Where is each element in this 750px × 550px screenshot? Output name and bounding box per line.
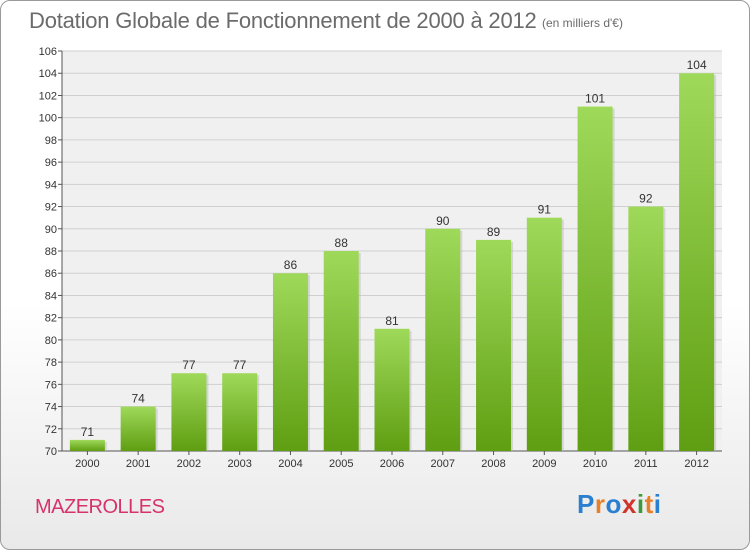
x-tick-label: 2002 <box>177 458 201 470</box>
data-label: 90 <box>436 214 450 228</box>
data-label: 77 <box>233 358 247 372</box>
bar <box>171 373 207 451</box>
x-tick-label: 2001 <box>126 458 150 470</box>
y-tick-label: 72 <box>45 424 57 436</box>
x-tick-label: 2011 <box>634 458 658 470</box>
y-tick-label: 76 <box>45 379 57 391</box>
data-label: 104 <box>687 58 707 72</box>
y-tick-label: 82 <box>45 313 57 325</box>
x-tick-label: 2009 <box>532 458 556 470</box>
y-tick-label: 86 <box>45 268 57 280</box>
proxiti-logo: Proxiti <box>577 489 661 520</box>
data-label: 92 <box>639 192 653 206</box>
chart-subtitle: (en milliers d'€) <box>542 16 623 30</box>
x-tick-label: 2007 <box>431 458 455 470</box>
x-tick-label: 2003 <box>227 458 251 470</box>
x-tick-label: 2012 <box>684 458 708 470</box>
bar <box>222 373 258 451</box>
data-label: 81 <box>385 314 399 328</box>
logo-letter: o <box>605 489 622 519</box>
bar <box>425 228 461 451</box>
y-tick-label: 84 <box>45 290 57 302</box>
logo-letter: P <box>577 489 595 519</box>
bar <box>526 217 562 451</box>
y-tick-label: 80 <box>45 335 57 347</box>
x-tick-label: 2000 <box>75 458 99 470</box>
x-tick-label: 2005 <box>329 458 353 470</box>
data-label: 101 <box>585 92 605 106</box>
chart-title: Dotation Globale de Fonctionnement de 20… <box>29 8 537 33</box>
logo-letter: i <box>636 489 645 519</box>
y-tick-label: 102 <box>39 90 57 102</box>
y-tick-label: 96 <box>45 157 57 169</box>
y-tick-label: 98 <box>45 135 57 147</box>
data-label: 89 <box>487 225 501 239</box>
data-label: 74 <box>131 392 145 406</box>
bar <box>120 406 156 451</box>
x-tick-label: 2008 <box>481 458 505 470</box>
data-label: 86 <box>284 258 298 272</box>
bar <box>577 106 613 452</box>
data-label: 88 <box>335 236 349 250</box>
y-tick-label: 78 <box>45 357 57 369</box>
bar <box>628 206 664 451</box>
data-label: 91 <box>538 203 552 217</box>
logo-letter: i <box>653 489 662 519</box>
bar <box>69 439 105 451</box>
x-tick-label: 2006 <box>380 458 404 470</box>
data-label: 71 <box>81 425 95 439</box>
y-tick-label: 100 <box>39 113 57 125</box>
bar <box>323 251 359 451</box>
bar <box>272 273 308 451</box>
bar <box>679 73 715 451</box>
y-tick-label: 70 <box>45 446 57 458</box>
x-tick-label: 2004 <box>278 458 302 470</box>
y-tick-label: 90 <box>45 224 57 236</box>
logo-letter: t <box>644 489 654 519</box>
y-tick-label: 74 <box>45 402 57 414</box>
logo-letter: x <box>621 489 637 519</box>
y-tick-label: 92 <box>45 202 57 214</box>
y-tick-label: 106 <box>39 46 57 58</box>
logo-letter: r <box>594 489 606 519</box>
bar <box>476 239 512 451</box>
y-tick-label: 104 <box>39 68 57 80</box>
y-tick-label: 88 <box>45 246 57 258</box>
commune-name: MAZEROLLES <box>35 496 165 518</box>
y-tick-label: 94 <box>45 179 57 191</box>
bar <box>374 328 410 451</box>
data-label: 77 <box>182 358 196 372</box>
x-tick-label: 2010 <box>583 458 607 470</box>
